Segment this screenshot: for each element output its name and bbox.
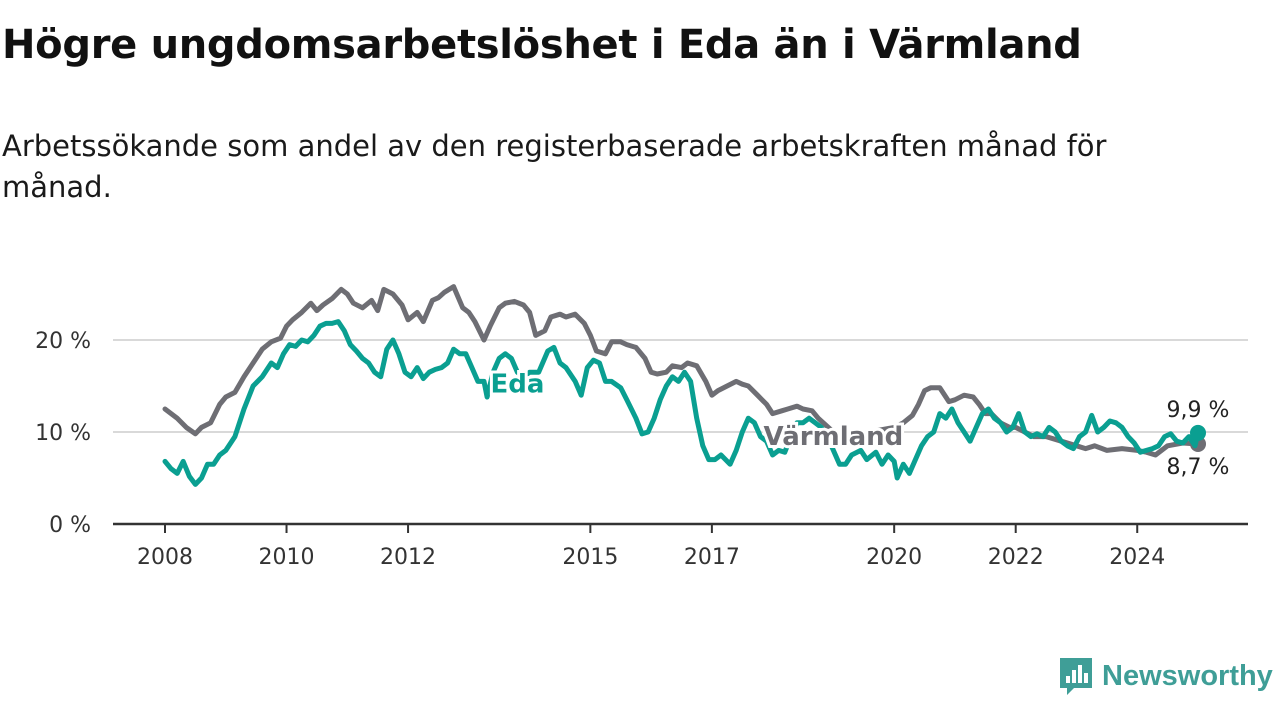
end-value-label: 9,9 % — [1167, 398, 1230, 423]
brand: Newsworthy — [1058, 654, 1273, 698]
x-tick-label: 2012 — [380, 545, 436, 570]
series-line-eda — [162, 319, 1201, 487]
x-tick-label: 2017 — [684, 545, 740, 570]
series-lines — [162, 284, 1206, 487]
x-tick-label: 2020 — [866, 545, 922, 570]
x-tick-label: 2015 — [562, 545, 618, 570]
x-tick-label: 2008 — [137, 545, 193, 570]
newsworthy-logo-icon — [1060, 658, 1092, 695]
y-tick-label: 0 % — [49, 513, 91, 538]
x-tick-label: 2010 — [259, 545, 315, 570]
chart-subtitle: Arbetssökande som andel av den registerb… — [2, 129, 1107, 204]
end-point-eda — [1190, 424, 1206, 441]
y-tick-label: 20 % — [35, 329, 91, 354]
x-axis: 2008 2010 2012 2015 2017 2020 2022 2024 — [113, 522, 1248, 570]
x-tick-label: 2022 — [988, 545, 1044, 570]
series-line-värmland — [162, 284, 1201, 458]
series-labels: 8,7 % 9,9 % Eda Värmland — [487, 366, 1230, 480]
y-axis-labels: 0 % 10 % 20 % — [35, 329, 91, 538]
brand-name: Newsworthy — [1102, 659, 1273, 692]
y-tick-label: 10 % — [35, 421, 91, 446]
end-value-label: 8,7 % — [1167, 455, 1230, 480]
series-name-label: Eda — [490, 369, 544, 399]
series-name-label: Värmland — [764, 422, 904, 452]
chart-title: Högre ungdomsarbetslöshet i Eda än i Vär… — [2, 22, 1082, 68]
x-tick-label: 2024 — [1109, 545, 1165, 570]
